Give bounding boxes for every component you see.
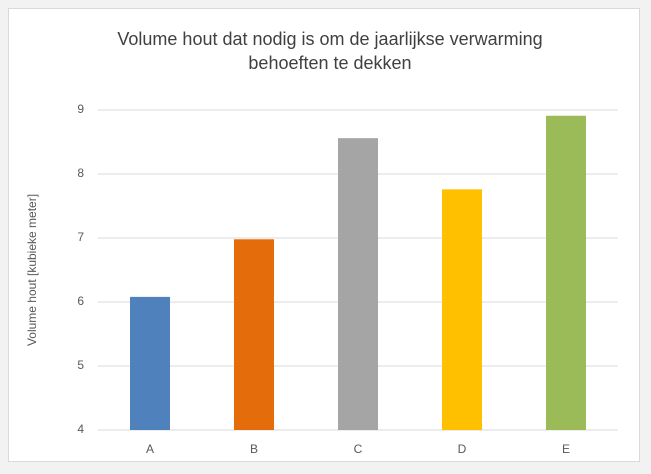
bar <box>338 138 378 430</box>
y-tick-label: 5 <box>77 358 84 372</box>
chart-frame <box>8 8 640 462</box>
y-tick-label: 6 <box>77 294 84 308</box>
y-tick-label: 9 <box>77 102 84 116</box>
chart-title: Volume hout dat nodig is om de jaarlijks… <box>117 29 543 73</box>
x-tick-label: C <box>354 442 363 456</box>
y-tick-label: 7 <box>77 230 84 244</box>
x-tick-label: E <box>562 442 570 456</box>
x-tick-label: A <box>146 442 154 456</box>
bar <box>546 115 586 430</box>
bar <box>442 189 482 430</box>
y-axis-label: Volume hout [kubieke meter] <box>25 194 39 346</box>
y-tick-label: 4 <box>77 422 84 436</box>
bar <box>130 296 170 430</box>
bar <box>234 239 274 430</box>
x-tick-label: D <box>458 442 467 456</box>
y-tick-label: 8 <box>77 166 84 180</box>
x-tick-label: B <box>250 442 258 456</box>
